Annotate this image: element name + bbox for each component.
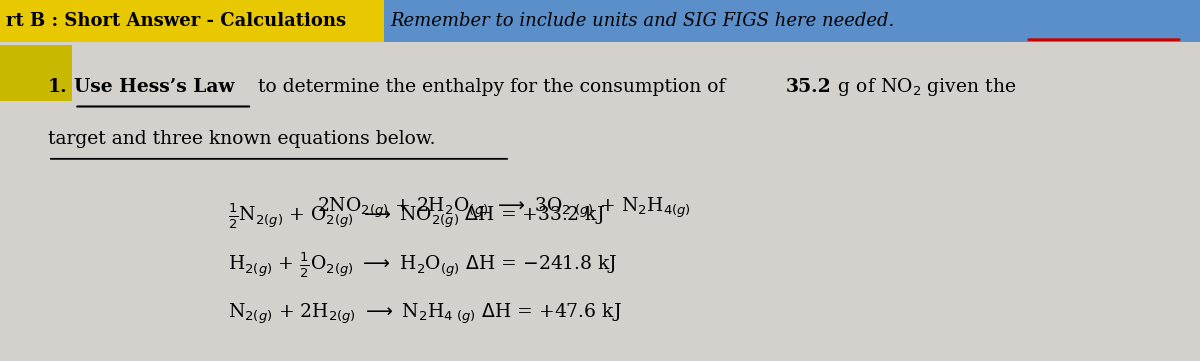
Text: 35.2: 35.2	[786, 78, 832, 96]
Text: target and three known equations below.: target and three known equations below.	[48, 130, 436, 148]
Text: rt B : Short Answer - Calculations: rt B : Short Answer - Calculations	[6, 12, 346, 30]
Text: 2NO$_{2(g)}$ + 2H$_2$O$_{(g)}$ $\longrightarrow$ 3O$_{2\ (g)}$ + N$_2$H$_{4(g)}$: 2NO$_{2(g)}$ + 2H$_2$O$_{(g)}$ $\longrig…	[317, 195, 691, 220]
Bar	[0, 45, 72, 101]
Text: Use Hess’s Law: Use Hess’s Law	[74, 78, 235, 96]
Bar	[0, 0, 384, 42]
Text: $\frac{1}{2}$N$_{2(g)}$ + O$_{2(g)}$ $\longrightarrow$ NO$_{2(g)}$ $\Delta$H = +: $\frac{1}{2}$N$_{2(g)}$ + O$_{2(g)}$ $\l…	[228, 202, 605, 231]
Bar	[0, 0, 1200, 42]
Text: 1.: 1.	[48, 78, 67, 96]
Text: g of NO$_2$ given the: g of NO$_2$ given the	[832, 76, 1016, 97]
Text: Remember to include units and SIG FIGS here needed.: Remember to include units and SIG FIGS h…	[390, 12, 894, 30]
Text: N$_{2(g)}$ + 2H$_{2(g)}$ $\longrightarrow$ N$_2$H$_{4\ (g)}$ $\Delta$H = +47.6 k: N$_{2(g)}$ + 2H$_{2(g)}$ $\longrightarro…	[228, 302, 622, 326]
Text: to determine the enthalpy for the consumption of: to determine the enthalpy for the consum…	[252, 78, 731, 96]
Text: H$_{2(g)}$ + $\frac{1}{2}$O$_{2(g)}$ $\longrightarrow$ H$_2$O$_{(g)}$ $\Delta$H : H$_{2(g)}$ + $\frac{1}{2}$O$_{2(g)}$ $\l…	[228, 251, 617, 280]
